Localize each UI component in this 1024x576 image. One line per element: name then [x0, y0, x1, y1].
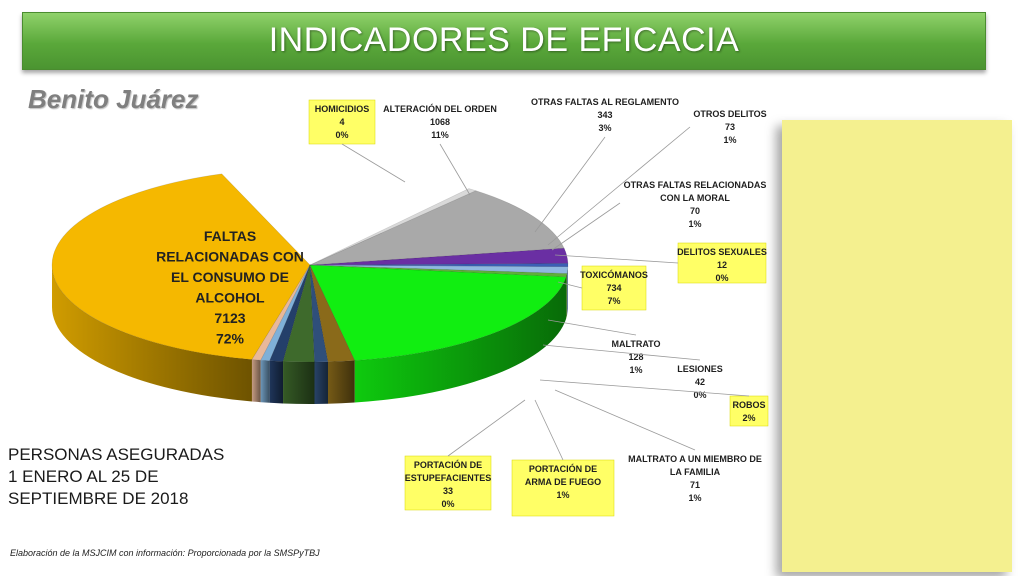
callout-text-2-2: 1% [556, 490, 569, 500]
pie-side-4 [283, 361, 315, 405]
callout-text-10-0: OTROS DELITOS [693, 109, 766, 119]
callout-text-8-1: 12 [717, 260, 727, 270]
leader-line-4 [539, 379, 750, 397]
callout-text-3-0: PORTACIÓN DE [414, 459, 482, 470]
leader-line-12 [439, 143, 471, 196]
pie-slice-8 [309, 264, 568, 278]
pie-slice-6 [309, 264, 356, 363]
pie-slice-4 [282, 264, 315, 363]
pie-side-8 [566, 273, 568, 319]
callout-text-3-2: 33 [443, 486, 453, 496]
callout-text-9-1: CON LA MORAL [660, 193, 730, 203]
pie-side-7 [354, 276, 567, 403]
caption-block: PERSONAS ASEGURADAS 1 ENERO AL 25 DE SEP… [8, 444, 224, 510]
main-slice-label-0: FALTAS [204, 228, 256, 244]
pie-slice-1 [251, 264, 311, 361]
callout-text-11-1: 343 [597, 110, 612, 120]
callout-text-9-3: 1% [688, 219, 701, 229]
callout-text-13-1: 4 [339, 117, 344, 127]
callout-text-7-1: 734 [606, 283, 621, 293]
callout-text-2-1: ARMA DE FUEGO [525, 477, 601, 487]
callout-text-3-3: 0% [441, 499, 454, 509]
callout-text-1-3: 1% [688, 493, 701, 503]
pie-slice-5 [309, 264, 329, 363]
pie-side-5 [314, 361, 328, 404]
callout-text-6-0: MALTRATO [612, 339, 661, 349]
leader-line-9 [551, 202, 621, 251]
leader-line-7 [557, 281, 583, 289]
callout-text-9-0: OTRAS FALTAS RELACIONADAS [624, 180, 767, 190]
pie-slice-0 [51, 173, 311, 360]
main-slice-label-2: EL CONSUMO DE [171, 269, 289, 285]
callout-text-10-2: 1% [723, 135, 736, 145]
leader-line-11 [534, 136, 606, 233]
callout-text-2-0: PORTACIÓN DE [529, 463, 597, 474]
pie-slice-9 [309, 264, 569, 274]
callout-text-11-0: OTRAS FALTAS AL REGLAMENTO [531, 97, 679, 107]
callout-text-5-0: LESIONES [677, 364, 723, 374]
source-footer: Elaboración de la MSJCIM con información… [10, 548, 320, 558]
leader-line-6 [547, 319, 637, 336]
leader-line-3 [447, 399, 526, 457]
callout-text-1-1: LA FAMILIA [670, 467, 721, 477]
pie-slice-13 [309, 188, 477, 266]
callout-text-8-2: 0% [715, 273, 728, 283]
side-note-panel [782, 120, 1012, 572]
callout-text-12-1: 1068 [430, 117, 450, 127]
callout-text-6-2: 1% [629, 365, 642, 375]
callout-text-3-1: ESTUPEFACIENTES [405, 473, 492, 483]
pie-side-2 [260, 360, 270, 403]
leader-line-1 [554, 389, 696, 451]
callout-box-7 [581, 265, 647, 311]
leader-line-13 [341, 143, 406, 183]
pie-slice-7 [309, 264, 567, 361]
pie-side-9 [567, 266, 568, 316]
pie-slice-2 [260, 264, 311, 362]
title-banner: INDICADORES DE EFICACIA [22, 12, 986, 70]
callout-text-1-0: MALTRATO A UN MIEMBRO DE [628, 454, 762, 464]
callout-text-12-2: 11% [431, 130, 449, 140]
pie-side-0 [52, 265, 252, 402]
callout-text-1-2: 71 [690, 480, 700, 490]
callout-text-4-1: 2% [742, 413, 755, 423]
caption-line-2: 1 ENERO AL 25 DE [8, 467, 159, 486]
municipality-subtitle: Benito Juárez [28, 84, 199, 114]
main-slice-label-1: RELACIONADAS CON [156, 249, 304, 265]
callout-text-10-1: 73 [725, 122, 735, 132]
callout-text-6-1: 128 [628, 352, 643, 362]
callout-text-13-2: 0% [335, 130, 348, 140]
callout-text-7-0: TOXICÓMANOS [580, 269, 648, 280]
leader-line-2 [534, 399, 564, 461]
callout-text-12-0: ALTERACIÓN DEL ORDEN [383, 103, 497, 114]
callout-box-13 [308, 99, 376, 145]
main-slice-label-5: 72% [216, 331, 245, 347]
leader-line-5 [542, 344, 701, 361]
page-title: INDICADORES DE EFICACIA [268, 21, 740, 59]
caption-line-1: PERSONAS ASEGURADAS [8, 445, 225, 464]
main-slice-label-3: ALCOHOL [195, 290, 265, 306]
pie-slice-10 [309, 263, 569, 267]
callout-text-4-0: ROBOS [732, 400, 765, 410]
callout-box-8 [677, 242, 767, 284]
callout-text-8-0: DELITOS SEXUALES [677, 247, 767, 257]
callout-text-9-2: 70 [690, 206, 700, 216]
callout-text-13-0: HOMICIDIOS [315, 104, 370, 114]
leader-line-8 [554, 254, 679, 264]
callout-text-5-1: 42 [695, 377, 705, 387]
callout-text-5-2: 0% [693, 390, 706, 400]
pie-side-6 [327, 360, 355, 404]
pie-slice-3 [269, 264, 311, 362]
callout-text-7-2: 7% [607, 296, 620, 306]
pie-side-3 [269, 360, 284, 404]
callout-text-11-2: 3% [598, 123, 611, 133]
leader-line-10 [547, 126, 691, 246]
pie-side-1 [251, 359, 261, 403]
caption-line-3: SEPTIEMBRE DE 2018 [8, 489, 189, 508]
main-slice-label-4: 7123 [214, 310, 245, 326]
